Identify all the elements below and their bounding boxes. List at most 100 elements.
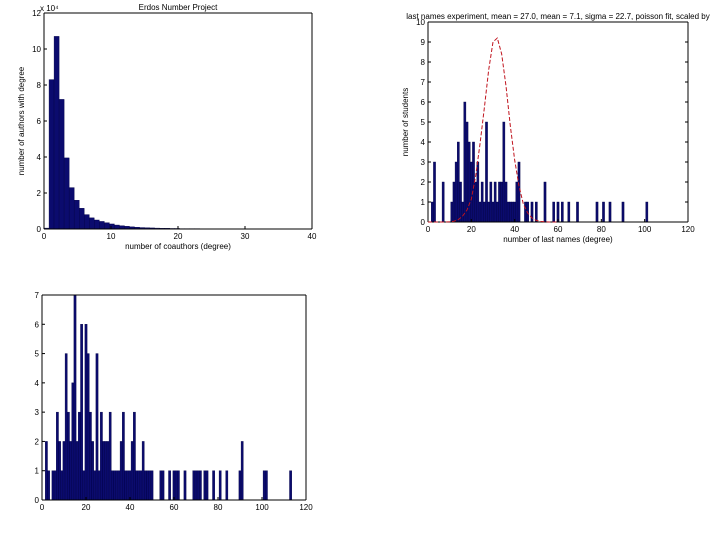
bar-erdos-2 — [53, 36, 60, 230]
bar-hist-21 — [93, 470, 97, 501]
bar-fit-18 — [483, 201, 486, 223]
y-tick-label: 3 — [35, 408, 40, 417]
bar-erdos-14 — [114, 224, 120, 230]
x-tick-label: 60 — [170, 503, 179, 512]
bar-hist-10 — [69, 441, 72, 501]
x-tick-label: 100 — [255, 503, 269, 512]
x-tick-label: 40 — [126, 503, 135, 512]
bar-fit-46 — [602, 201, 605, 223]
bar-hist-15 — [80, 324, 83, 501]
bar-hist-8 — [64, 353, 68, 501]
y-tick-label: 1 — [35, 467, 40, 476]
bar-fit-17 — [480, 181, 484, 223]
bar-hist-9 — [67, 411, 70, 501]
bar-hist-25 — [102, 441, 105, 501]
bar-hist-26 — [104, 441, 108, 501]
bar-hist-43 — [141, 441, 145, 501]
y-tick-label: 7 — [421, 78, 426, 87]
bar-fit-15 — [476, 161, 480, 223]
bar-fit-21 — [489, 181, 493, 223]
bar-hist-40 — [135, 470, 138, 501]
bar-hist-14 — [78, 411, 81, 501]
y-axis-label: number of authors with degree — [17, 66, 26, 175]
bar-hist-42 — [139, 470, 143, 501]
x-tick-label: 20 — [467, 225, 476, 234]
bar-hist-58 — [199, 470, 202, 501]
bar-hist-62 — [218, 470, 222, 501]
bar-hist-7 — [62, 441, 66, 501]
x-axis-label: number of coauthors (degree) — [125, 242, 231, 251]
bar-fit-42 — [561, 201, 564, 223]
fit-curve-line — [428, 37, 558, 223]
x-tick-label: 10 — [107, 232, 116, 241]
x-tick-label: 120 — [681, 225, 695, 234]
bar-fit-11 — [467, 141, 471, 223]
bar-erdos-11 — [99, 221, 105, 230]
bar-erdos-9 — [89, 217, 95, 230]
bar-hist-51 — [172, 470, 176, 501]
bar-hist-55 — [192, 470, 196, 501]
bar-hist-16 — [82, 470, 86, 501]
y-tick-label: 0 — [421, 218, 426, 227]
bar-erdos-13 — [109, 223, 115, 230]
bar-hist-27 — [106, 441, 110, 501]
y-tick-label: 7 — [35, 291, 40, 300]
bar-fit-26 — [500, 181, 503, 223]
bar-hist-18 — [86, 353, 90, 501]
bar-erdos-7 — [79, 208, 85, 230]
bar-hist-48 — [159, 470, 163, 501]
x-tick-label: 60 — [554, 225, 563, 234]
bar-fit-43 — [567, 201, 571, 223]
y-tick-label: 5 — [35, 350, 40, 359]
bar-hist-32 — [117, 470, 121, 501]
bar-erdos-6 — [73, 199, 80, 230]
bar-fit-9 — [463, 101, 467, 223]
bar-fit-28 — [504, 181, 508, 223]
bar-hist-57 — [196, 470, 200, 501]
bar-hist-5 — [58, 441, 61, 501]
bar-fit-25 — [498, 181, 501, 223]
bar-hist-37 — [128, 470, 132, 501]
x-tick-label: 100 — [638, 225, 652, 234]
y-tick-label: 9 — [421, 38, 426, 47]
bar-fit-12 — [470, 161, 473, 223]
bar-hist-2 — [51, 470, 55, 501]
bar-erdos-10 — [94, 219, 100, 230]
bar-fit-6 — [457, 141, 460, 223]
y-tick-label: 6 — [421, 98, 426, 107]
y-tick-label: 4 — [421, 138, 426, 147]
bar-fit-45 — [595, 201, 599, 223]
bar-erdos-5 — [68, 187, 75, 230]
bar-hist-1 — [47, 470, 50, 501]
bar-hist-66 — [262, 470, 266, 501]
bar-fit-40 — [552, 201, 555, 223]
y-tick-label: 10 — [416, 18, 425, 27]
bar-fit-16 — [478, 201, 482, 223]
bar-erdos-4 — [63, 157, 70, 230]
y-exponent-label: x 10⁴ — [40, 4, 59, 13]
y-tick-label: 2 — [421, 178, 426, 187]
bar-hist-59 — [203, 470, 207, 501]
bar-hist-61 — [212, 470, 215, 501]
bar-hist-45 — [146, 470, 149, 501]
bar-hist-20 — [91, 441, 94, 501]
bar-fit-27 — [502, 121, 506, 223]
bar-hist-31 — [115, 470, 119, 501]
bar-hist-67 — [265, 470, 268, 501]
bar-erdos-3 — [58, 99, 65, 230]
x-tick-label: 20 — [82, 503, 91, 512]
bar-fit-2 — [441, 181, 445, 223]
bar-fit-22 — [491, 201, 495, 223]
bar-hist-6 — [60, 470, 64, 501]
bar-fit-37 — [530, 201, 534, 223]
bar-hist-38 — [130, 441, 134, 501]
bar-fit-29 — [506, 201, 510, 223]
bar-hist-68 — [289, 470, 292, 501]
bar-hist-46 — [148, 470, 152, 501]
bar-hist-19 — [89, 411, 92, 501]
y-tick-label: 10 — [32, 45, 41, 54]
x-tick-label: 0 — [426, 225, 431, 234]
x-tick-label: 40 — [510, 225, 519, 234]
